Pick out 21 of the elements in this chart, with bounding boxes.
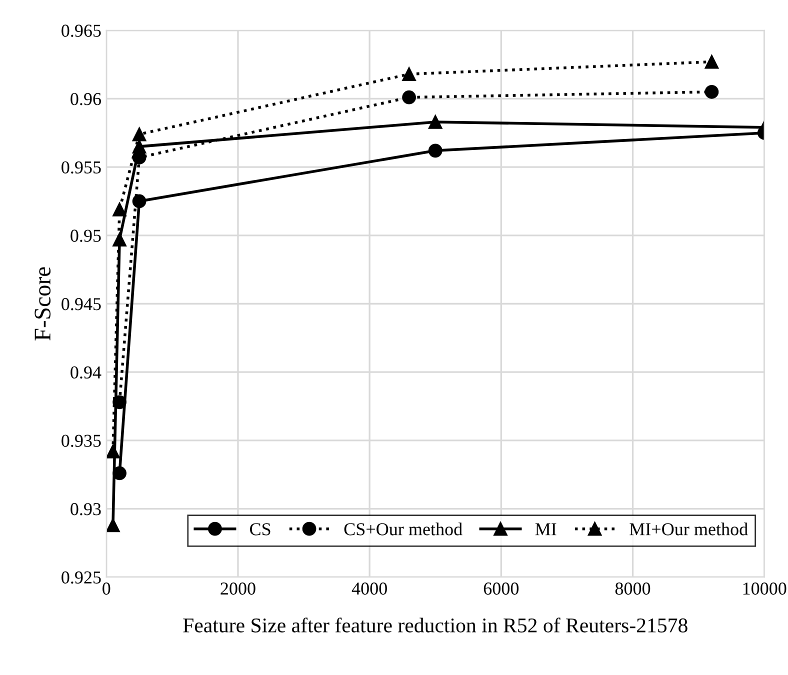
y-tick-label: 0.965 xyxy=(62,24,101,37)
legend-label: MI+Our method xyxy=(630,522,748,536)
y-tick-label: 0.94 xyxy=(70,366,102,379)
legend-label: CS+Our method xyxy=(344,522,462,536)
y-tick-label: 0.93 xyxy=(70,503,101,516)
y-tick-label: 0.935 xyxy=(62,434,101,447)
y-tick-label: 0.925 xyxy=(62,571,101,584)
legend-label: MI xyxy=(535,523,556,536)
x-tick-label: 2000 xyxy=(220,582,256,595)
x-tick-label: 10000 xyxy=(743,582,786,595)
x-tick-label: 6000 xyxy=(484,582,519,595)
x-tick-label: 8000 xyxy=(615,582,650,595)
y-tick-label: 0.945 xyxy=(62,298,101,310)
y-tick-label: 0.955 xyxy=(62,161,101,174)
y-axis-title: F-Score xyxy=(34,267,51,340)
x-axis-title: Feature Size after feature reduction in R52 of Reuters-21578 xyxy=(183,618,688,632)
legend-label: CS xyxy=(250,523,270,536)
x-tick-label: 0 xyxy=(102,582,110,595)
x-tick-label: 4000 xyxy=(352,582,387,595)
y-tick-label: 0.95 xyxy=(70,230,101,242)
y-tick-label: 0.96 xyxy=(70,92,101,106)
